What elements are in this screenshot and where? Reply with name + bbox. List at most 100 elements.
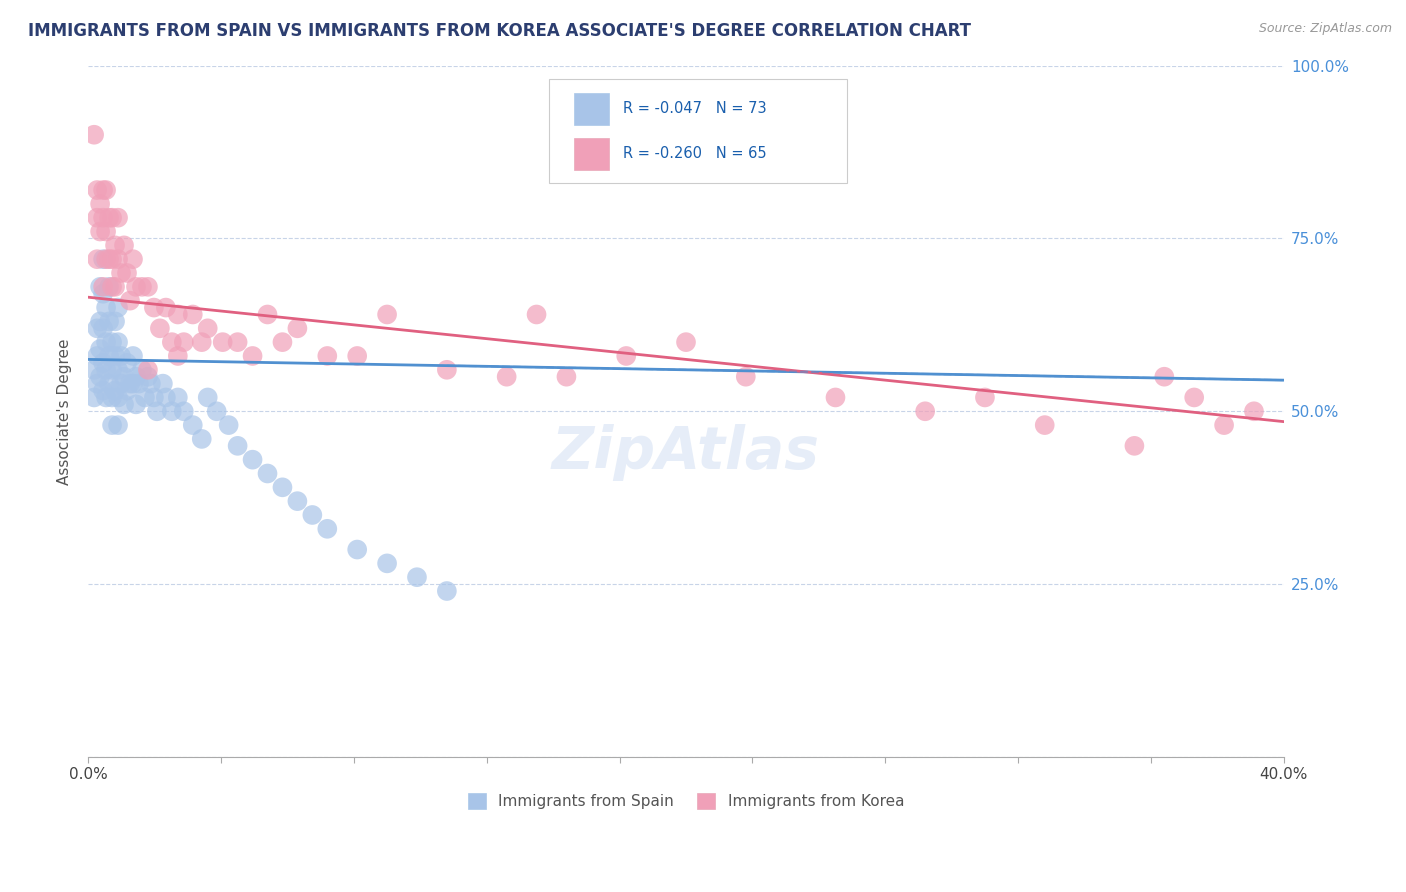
Point — [160, 335, 183, 350]
Point — [375, 308, 398, 322]
Point — [734, 369, 756, 384]
Point — [89, 369, 111, 384]
Point — [287, 321, 309, 335]
Point — [118, 293, 141, 308]
Point — [190, 335, 212, 350]
Point — [104, 349, 127, 363]
Point — [301, 508, 323, 522]
Point — [98, 314, 121, 328]
Point — [91, 183, 114, 197]
Point — [173, 335, 195, 350]
Point — [89, 280, 111, 294]
Point — [94, 335, 117, 350]
Point — [115, 384, 138, 398]
Point — [110, 376, 132, 391]
Point — [98, 349, 121, 363]
Point — [107, 391, 129, 405]
Point — [83, 363, 105, 377]
Point — [118, 376, 141, 391]
Text: R = -0.260   N = 65: R = -0.260 N = 65 — [623, 146, 766, 161]
Point — [495, 369, 517, 384]
Point — [197, 321, 219, 335]
Point — [152, 376, 174, 391]
Point — [107, 335, 129, 350]
Point — [91, 211, 114, 225]
Point — [122, 252, 145, 267]
Point — [1182, 391, 1205, 405]
Point — [89, 314, 111, 328]
Point — [226, 439, 249, 453]
Point — [94, 183, 117, 197]
Point — [149, 321, 172, 335]
Point — [115, 266, 138, 280]
Point — [86, 252, 108, 267]
Point — [107, 252, 129, 267]
Point — [131, 280, 153, 294]
Point — [104, 238, 127, 252]
Point — [139, 376, 162, 391]
Point — [436, 584, 458, 599]
Point — [98, 280, 121, 294]
Point — [256, 467, 278, 481]
Point — [824, 391, 846, 405]
Point — [89, 342, 111, 356]
Point — [271, 480, 294, 494]
Point — [316, 522, 339, 536]
Point — [155, 301, 177, 315]
Text: Source: ZipAtlas.com: Source: ZipAtlas.com — [1258, 22, 1392, 36]
Point — [101, 418, 124, 433]
Point — [173, 404, 195, 418]
Point — [98, 376, 121, 391]
Point — [128, 376, 150, 391]
Point — [974, 391, 997, 405]
Point — [218, 418, 240, 433]
Point — [256, 308, 278, 322]
Point — [94, 225, 117, 239]
Point — [91, 356, 114, 370]
Point — [110, 349, 132, 363]
Point — [166, 391, 188, 405]
Point — [107, 301, 129, 315]
Point — [104, 280, 127, 294]
Point — [1243, 404, 1265, 418]
Point — [125, 397, 148, 411]
Point — [166, 308, 188, 322]
Point — [134, 391, 156, 405]
Point — [122, 376, 145, 391]
Point — [104, 314, 127, 328]
Point — [101, 211, 124, 225]
Point — [316, 349, 339, 363]
Point — [101, 335, 124, 350]
Point — [86, 349, 108, 363]
Text: ZipAtlas: ZipAtlas — [553, 425, 820, 482]
Point — [1153, 369, 1175, 384]
Point — [181, 418, 204, 433]
Point — [94, 391, 117, 405]
Point — [1033, 418, 1056, 433]
Point — [526, 308, 548, 322]
Point — [89, 225, 111, 239]
Point — [98, 252, 121, 267]
Point — [83, 391, 105, 405]
Point — [555, 369, 578, 384]
Point — [101, 280, 124, 294]
Point — [101, 363, 124, 377]
Point — [1213, 418, 1236, 433]
Point — [197, 391, 219, 405]
Point — [107, 363, 129, 377]
Point — [346, 349, 368, 363]
Point — [125, 369, 148, 384]
Point — [160, 404, 183, 418]
FancyBboxPatch shape — [574, 137, 609, 170]
Point — [346, 542, 368, 557]
Point — [146, 404, 169, 418]
Point — [242, 452, 264, 467]
Point — [91, 252, 114, 267]
Point — [914, 404, 936, 418]
Point — [101, 391, 124, 405]
Point — [136, 363, 159, 377]
Point — [406, 570, 429, 584]
FancyBboxPatch shape — [574, 93, 609, 125]
Point — [91, 384, 114, 398]
Point — [91, 321, 114, 335]
